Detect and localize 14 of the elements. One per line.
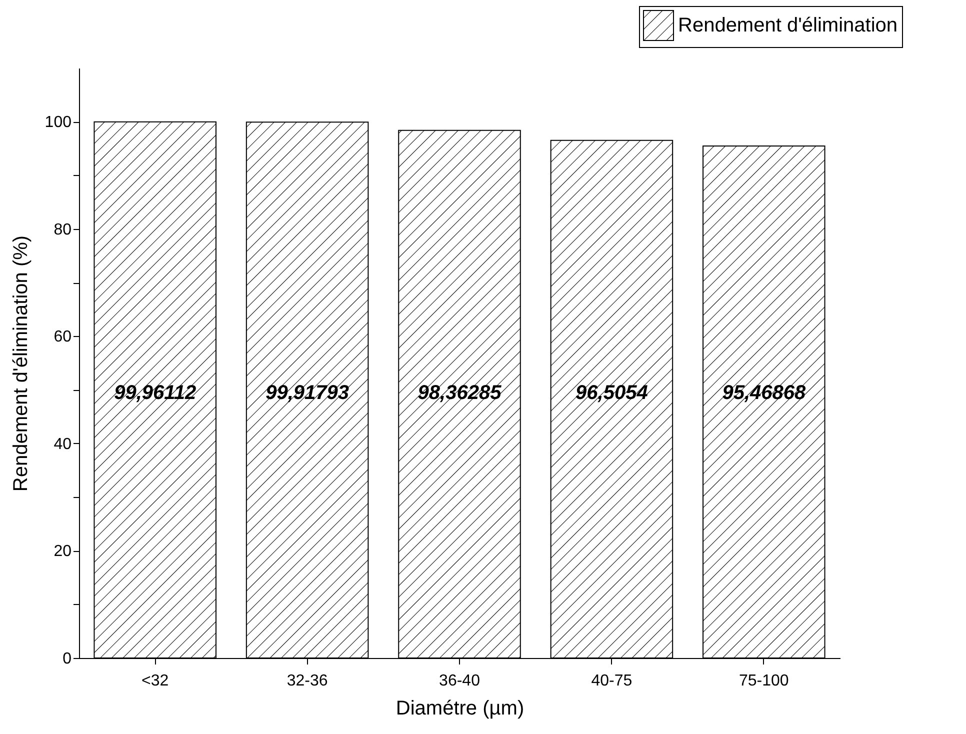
x-axis-title: Diamétre (µm)	[396, 698, 524, 720]
x-tick-label: 40-75	[591, 672, 632, 690]
y-tick-label: 100	[44, 114, 72, 132]
x-tick-label: 75-100	[738, 672, 789, 690]
legend-label: Rendement d'élimination	[678, 14, 898, 36]
y-tick-label: 0	[62, 650, 72, 668]
y-tick-label: 80	[54, 221, 72, 238]
x-tick-label: 32-36	[286, 672, 328, 690]
y-axis-title: Rendement d'élimination (%)	[10, 235, 32, 492]
x-tick-label: <32	[142, 672, 169, 690]
y-tick-label: 60	[54, 328, 72, 346]
y-tick-label: 20	[54, 543, 72, 560]
x-tick-label: 36-40	[439, 672, 480, 690]
y-tick-label: 40	[54, 436, 72, 453]
